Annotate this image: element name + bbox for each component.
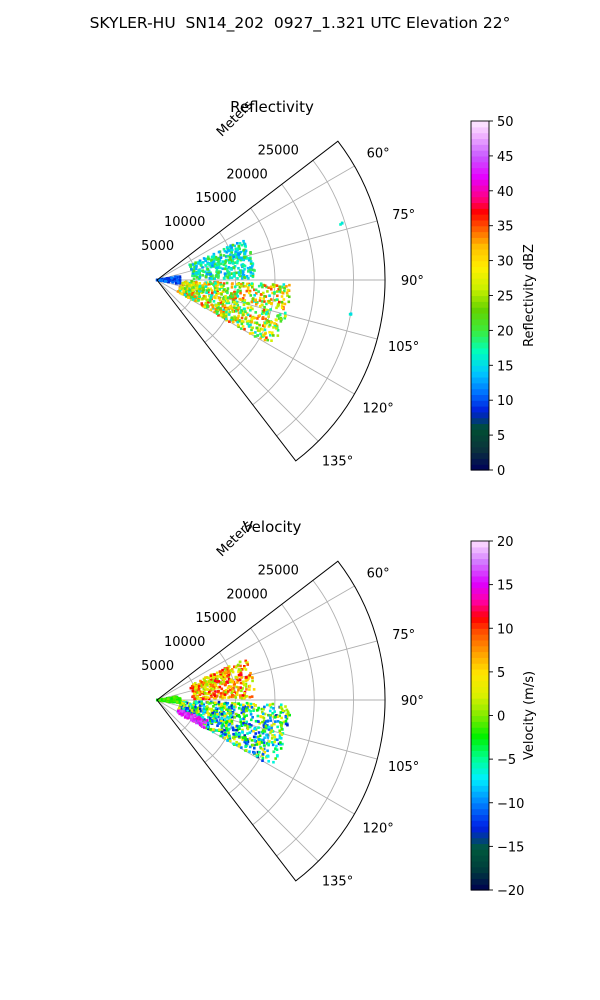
- colorbar-tick-label: 35: [497, 220, 514, 235]
- angle-tick-label: 60°: [367, 566, 390, 581]
- angle-tick-label: 90°: [401, 274, 424, 289]
- r-tick-label: 25000: [258, 563, 299, 578]
- echo-data: [155, 221, 353, 343]
- chart-title: Reflectivity: [230, 98, 314, 116]
- angle-tick-label: 75°: [392, 628, 415, 643]
- colorbar-tick-label: 15: [497, 359, 514, 374]
- colorbar-label: Reflectivity dBZ: [522, 244, 537, 347]
- colorbar-tick-label: 40: [497, 185, 514, 200]
- grid-radial: [156, 699, 319, 862]
- angle-tick-label: 90°: [401, 694, 424, 709]
- grid-arc: [252, 184, 315, 406]
- grid-arc: [276, 160, 354, 437]
- grid-arc: [252, 604, 315, 826]
- angle-tick-label: 135°: [322, 455, 353, 470]
- figure-title: SKYLER-HU SN14_202 0927_1.321 UTC Elevat…: [89, 14, 511, 32]
- colorbar-tick-label: 0: [497, 710, 505, 725]
- colorbar-tick-label: 20: [497, 535, 514, 550]
- colorbar-tick-label: −20: [497, 884, 524, 899]
- r-tick-label: 20000: [226, 167, 267, 182]
- colorbar: −20 −15 −10 −5 0 5 10 15 20 Velocity (m/s): [470, 535, 537, 899]
- colorbar-tick-label: 5: [497, 429, 505, 444]
- colorbar-tick-label: 10: [497, 394, 514, 409]
- colorbar-tick-label: −15: [497, 840, 524, 855]
- angle-tick-label: 135°: [322, 875, 353, 890]
- angle-tick-label: 105°: [388, 340, 419, 355]
- polar-frame: [156, 140, 386, 462]
- r-tick-label: 10000: [164, 635, 205, 650]
- grid-radial: [156, 279, 319, 442]
- angle-tick-label: 75°: [392, 208, 415, 223]
- colorbar-tick-label: 20: [497, 324, 514, 339]
- colorbar-tick-label: −10: [497, 797, 524, 812]
- colorbar-tick-label: 15: [497, 579, 514, 594]
- colorbar-tick-label: 30: [497, 255, 514, 270]
- grid-radial: [156, 165, 355, 281]
- colorbar-tick-label: 25: [497, 290, 514, 305]
- angle-tick-label: 60°: [367, 146, 390, 161]
- r-tick-label: 10000: [164, 215, 205, 230]
- colorbar-tick-label: 10: [497, 622, 514, 637]
- grid-radial: [156, 585, 355, 701]
- colorbar-label: Velocity (m/s): [522, 671, 537, 760]
- polar-frame: [156, 560, 386, 882]
- grid-arc: [276, 580, 354, 857]
- colorbar-tick-label: 0: [497, 464, 505, 479]
- r-tick-label: 25000: [258, 143, 299, 158]
- r-tick-label: 5000: [141, 239, 174, 254]
- chart-panel-reflectivity: Reflectivity500010000150002000025000Mete…: [141, 98, 537, 479]
- r-tick-label: 5000: [141, 659, 174, 674]
- chart-title: Velocity: [243, 518, 302, 536]
- r-tick-label: 20000: [226, 587, 267, 602]
- angle-tick-label: 105°: [388, 760, 419, 775]
- echo-data: [155, 659, 291, 764]
- colorbar-tick-label: −5: [497, 753, 516, 768]
- angle-tick-label: 120°: [362, 822, 393, 837]
- radial-axis-label: Meters: [214, 518, 256, 560]
- grid-arc: [228, 207, 276, 374]
- grid-arc: [204, 231, 237, 343]
- colorbar-tick-label: 5: [497, 666, 505, 681]
- colorbar-tick-label: 50: [497, 115, 514, 130]
- r-tick-label: 15000: [195, 191, 236, 206]
- colorbar: 0 5 10 15 20 25 30 35 40 45 50 Reflectivity dBZ: [470, 115, 537, 479]
- r-tick-label: 15000: [195, 611, 236, 626]
- grid-arc: [228, 627, 276, 794]
- colorbar-tick-label: 45: [497, 150, 514, 165]
- angle-tick-label: 120°: [362, 402, 393, 417]
